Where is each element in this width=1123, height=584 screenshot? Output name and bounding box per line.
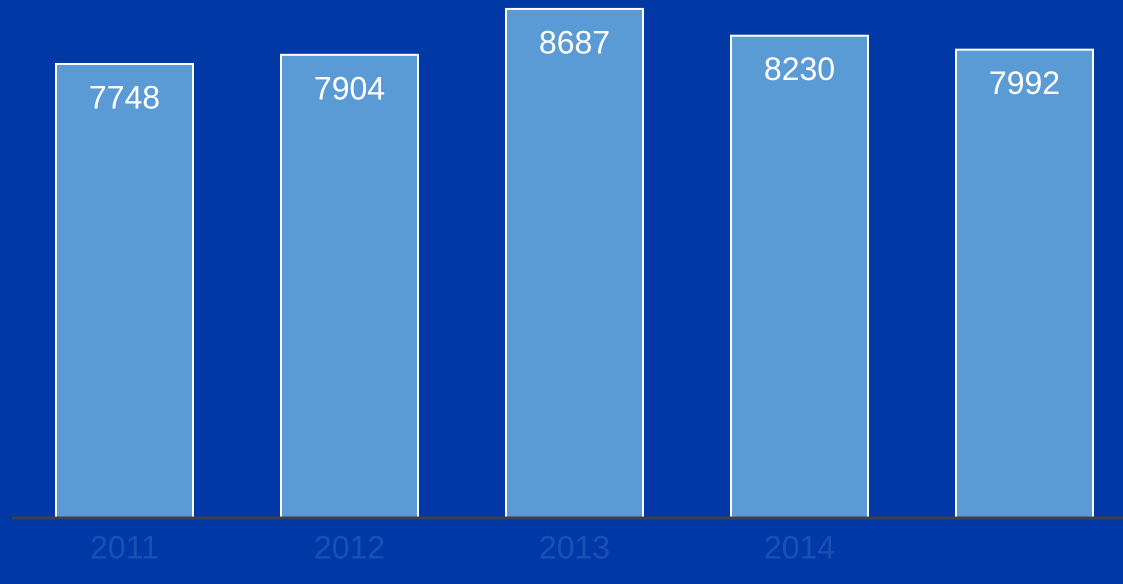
data-label: 7992 <box>989 65 1060 101</box>
data-label: 8230 <box>764 51 835 87</box>
bar <box>280 53 419 520</box>
x-tick-label: 2014 <box>764 529 835 565</box>
data-label: 7904 <box>314 70 385 106</box>
bar <box>55 62 194 520</box>
bar <box>505 7 644 519</box>
bar <box>955 48 1094 520</box>
x-tick-label: 2012 <box>314 529 385 565</box>
data-label: 8687 <box>539 24 610 60</box>
x-tick-label: 2013 <box>539 529 610 565</box>
data-label: 7748 <box>89 79 160 115</box>
bar <box>730 34 869 520</box>
x-tick-label: 2011 <box>90 529 159 565</box>
